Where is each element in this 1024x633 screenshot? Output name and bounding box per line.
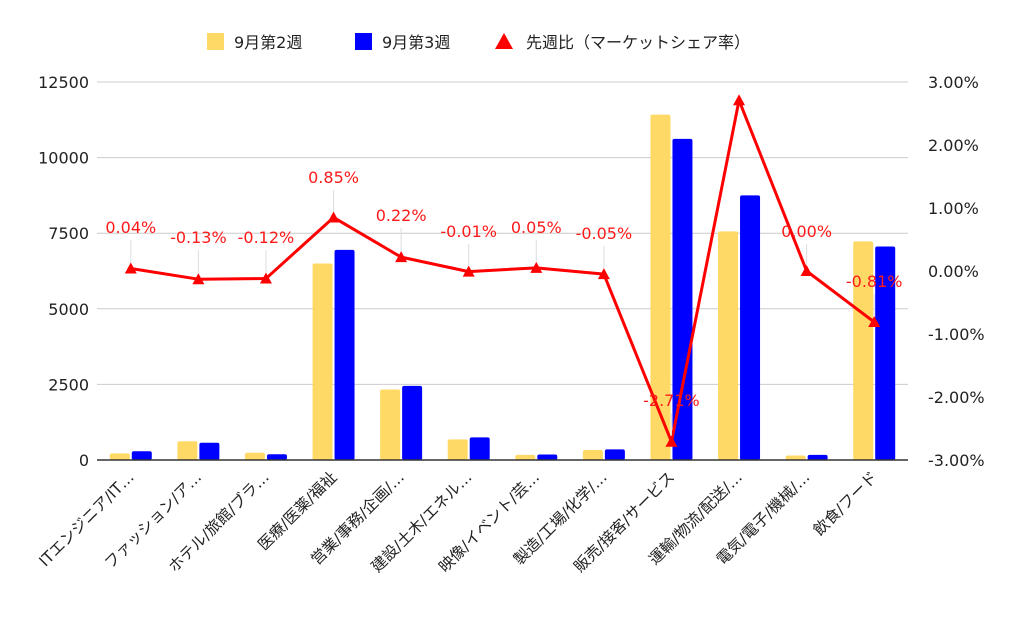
bar-series-1	[109, 453, 130, 460]
bar-series-1	[582, 450, 603, 460]
ratio-point-marker	[800, 265, 813, 276]
bar-series-1	[853, 241, 874, 460]
ratio-data-label: 0.85%	[308, 168, 359, 187]
bar-series-2	[469, 437, 490, 460]
legend-swatch-series-2	[355, 33, 372, 50]
ratio-data-label: -0.12%	[238, 228, 295, 247]
legend-triangle-series-3	[495, 33, 513, 49]
left-axis-tick-label: 7500	[48, 224, 89, 243]
legend-swatch-series-1	[207, 33, 224, 50]
bar-series-2	[131, 451, 152, 460]
bar-series-2	[334, 249, 355, 460]
ratio-data-label: 0.00%	[781, 222, 832, 241]
bar-series-2	[604, 449, 625, 460]
right-axis-tick-label: 0.00%	[928, 262, 979, 281]
ratio-point-marker	[124, 262, 137, 274]
ratio-point-marker	[259, 272, 272, 284]
legend: 9月第2週 9月第3週 先週比（マーケットシェア率）	[207, 33, 750, 52]
bar-series-1	[177, 441, 198, 460]
data-labels: 0.04% -0.13% -0.12% 0.85% 0.22% -0.01% 0.05% -0…	[105, 168, 903, 436]
ratio-point-marker	[868, 316, 881, 328]
ratio-data-label: -2.71%	[643, 391, 700, 410]
bar-series-1	[447, 439, 468, 460]
left-axis-tick-label: 0	[79, 451, 89, 470]
ratio-data-label: -0.05%	[576, 224, 633, 243]
ratio-data-label: 0.04%	[105, 218, 156, 237]
bar-series-1	[244, 452, 265, 460]
bar-series-2	[875, 246, 896, 460]
bar-series-1	[312, 263, 333, 460]
right-axis-tick-label: 1.00%	[928, 199, 979, 218]
left-axis: 0 2500 5000 7500 10000 12500	[38, 73, 89, 470]
ratio-point-marker	[665, 435, 678, 447]
bar-series-1	[785, 455, 806, 460]
right-axis-tick-label: 2.00%	[928, 136, 979, 155]
right-axis-tick-label: -1.00%	[928, 325, 985, 344]
bar-series-1	[718, 231, 739, 460]
left-axis-tick-label: 12500	[38, 73, 89, 92]
category-labels: ITエンジニア/IT…ファッション/ア…ホテル/旅館/ブラ…医療/医薬/福祉営業…	[36, 467, 881, 576]
bar-series-2	[537, 454, 558, 460]
bar-series-1	[380, 389, 401, 460]
gridlines	[97, 81, 908, 385]
bar-series-1	[515, 454, 536, 460]
left-axis-tick-label: 2500	[48, 375, 89, 394]
right-axis-tick-label: 3.00%	[928, 73, 979, 92]
bar-series-1	[650, 114, 671, 460]
ratio-point-marker	[530, 261, 543, 273]
ratio-data-label: 0.05%	[511, 218, 562, 237]
bar-series-2	[402, 385, 423, 460]
right-axis-tick-label: -3.00%	[928, 451, 985, 470]
category-label: 飲食/フード	[810, 468, 881, 539]
bar-series-2	[672, 138, 693, 460]
ratio-line	[124, 94, 881, 447]
ratio-point-marker	[462, 265, 475, 277]
bar-series-2	[807, 454, 828, 460]
ratio-data-label: 0.22%	[376, 206, 427, 225]
ratio-point-marker	[192, 273, 205, 285]
bar-series-2	[266, 454, 287, 460]
bars	[109, 114, 896, 460]
ratio-line-path	[130, 98, 876, 444]
bar-series-2	[199, 442, 220, 460]
bar-series-2	[740, 195, 761, 460]
right-axis: -3.00% -2.00% -1.00% 0.00% 1.00% 2.00% 3.00%	[928, 73, 985, 470]
ratio-data-label: -0.01%	[440, 222, 497, 241]
ratio-data-label: -0.81%	[846, 272, 903, 291]
ratio-point-marker	[327, 211, 340, 223]
ratio-point-marker	[597, 268, 610, 280]
ratio-point-marker	[733, 94, 746, 106]
legend-label-series-1: 9月第2週	[234, 33, 302, 52]
left-axis-tick-label: 5000	[48, 300, 89, 319]
left-axis-tick-label: 10000	[38, 149, 89, 168]
right-axis-tick-label: -2.00%	[928, 388, 985, 407]
legend-label-series-2: 9月第3週	[382, 33, 450, 52]
legend-label-series-3: 先週比（マーケットシェア率）	[526, 33, 750, 52]
ratio-data-label: -0.13%	[170, 228, 227, 247]
ratio-point-marker	[395, 251, 408, 263]
